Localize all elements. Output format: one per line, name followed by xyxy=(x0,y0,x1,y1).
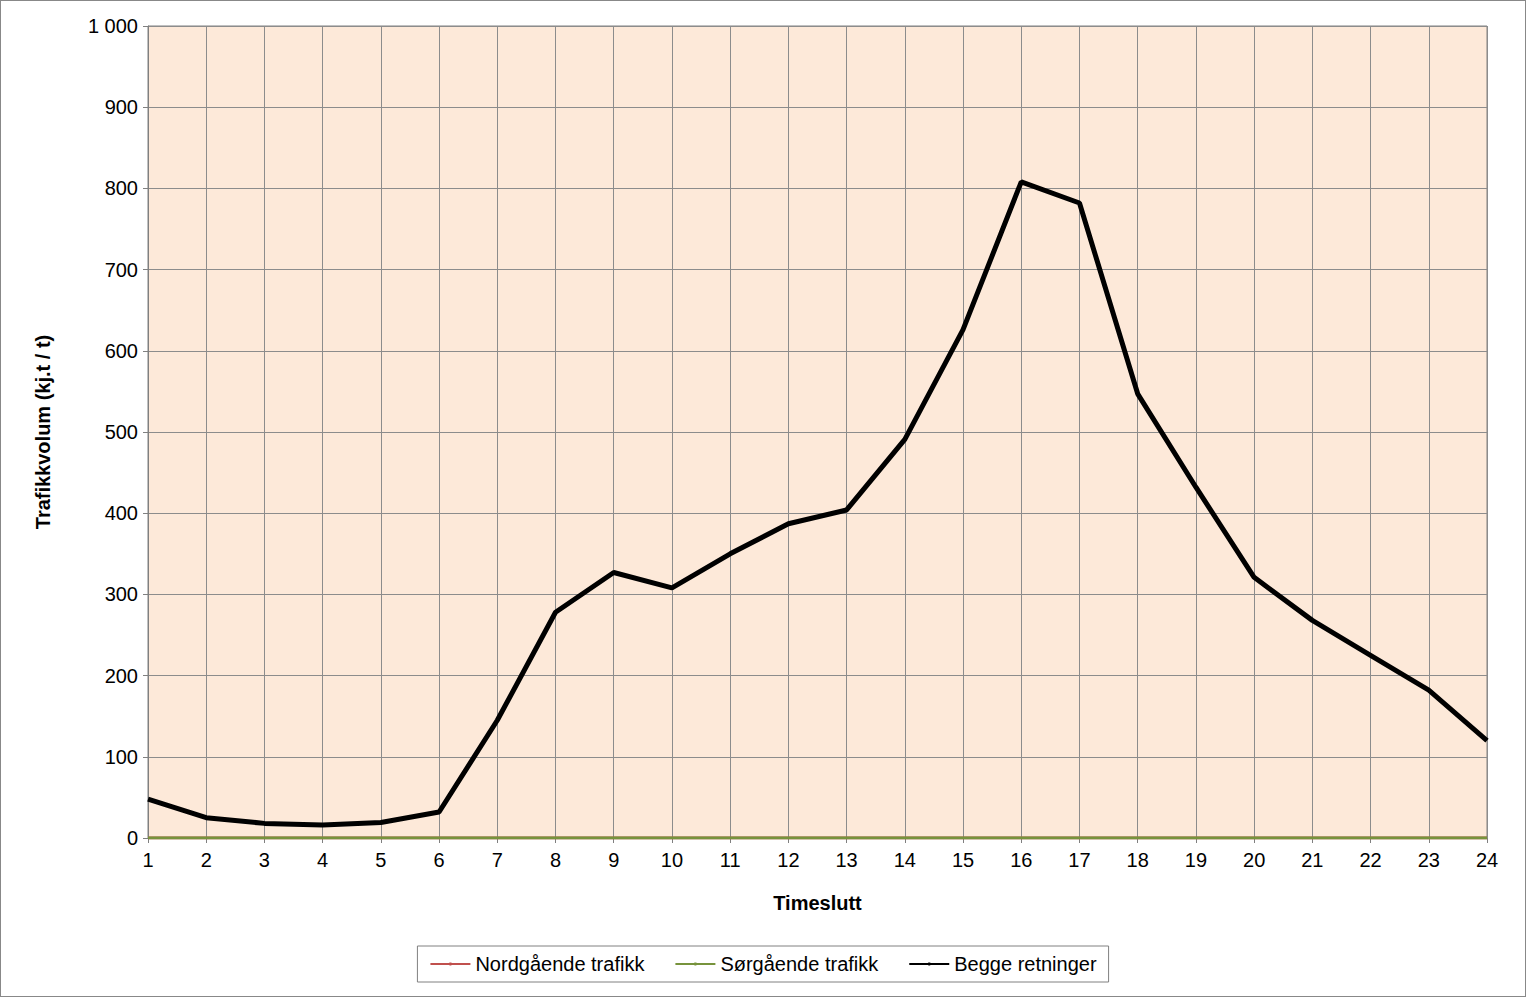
svg-text:Sørgående trafikk: Sørgående trafikk xyxy=(720,953,879,975)
svg-text:100: 100 xyxy=(105,746,138,768)
svg-text:3: 3 xyxy=(259,849,270,871)
svg-text:10: 10 xyxy=(661,849,683,871)
svg-text:800: 800 xyxy=(105,177,138,199)
svg-text:400: 400 xyxy=(105,502,138,524)
svg-text:23: 23 xyxy=(1418,849,1440,871)
svg-text:16: 16 xyxy=(1010,849,1032,871)
svg-text:200: 200 xyxy=(105,665,138,687)
svg-text:2: 2 xyxy=(201,849,212,871)
svg-text:5: 5 xyxy=(375,849,386,871)
svg-text:24: 24 xyxy=(1476,849,1498,871)
svg-text:4: 4 xyxy=(317,849,328,871)
svg-text:17: 17 xyxy=(1068,849,1090,871)
svg-text:Trafikkvolum (kj.t / t): Trafikkvolum (kj.t / t) xyxy=(32,335,54,529)
svg-text:Begge retninger: Begge retninger xyxy=(954,953,1097,975)
svg-text:Nordgående trafikk: Nordgående trafikk xyxy=(475,953,645,975)
svg-text:13: 13 xyxy=(835,849,857,871)
svg-text:300: 300 xyxy=(105,583,138,605)
svg-text:1 000: 1 000 xyxy=(88,15,138,37)
svg-text:18: 18 xyxy=(1127,849,1149,871)
svg-text:20: 20 xyxy=(1243,849,1265,871)
svg-text:9: 9 xyxy=(608,849,619,871)
svg-text:21: 21 xyxy=(1301,849,1323,871)
svg-text:900: 900 xyxy=(105,96,138,118)
svg-text:500: 500 xyxy=(105,421,138,443)
svg-text:600: 600 xyxy=(105,340,138,362)
svg-text:22: 22 xyxy=(1359,849,1381,871)
svg-text:0: 0 xyxy=(127,827,138,849)
svg-text:19: 19 xyxy=(1185,849,1207,871)
svg-text:11: 11 xyxy=(720,849,741,871)
svg-text:12: 12 xyxy=(777,849,799,871)
svg-text:1: 1 xyxy=(142,849,153,871)
svg-text:Timeslutt: Timeslutt xyxy=(773,892,862,914)
svg-text:700: 700 xyxy=(105,259,138,281)
svg-text:7: 7 xyxy=(492,849,503,871)
svg-text:14: 14 xyxy=(894,849,916,871)
svg-text:15: 15 xyxy=(952,849,974,871)
svg-text:6: 6 xyxy=(434,849,445,871)
svg-text:8: 8 xyxy=(550,849,561,871)
